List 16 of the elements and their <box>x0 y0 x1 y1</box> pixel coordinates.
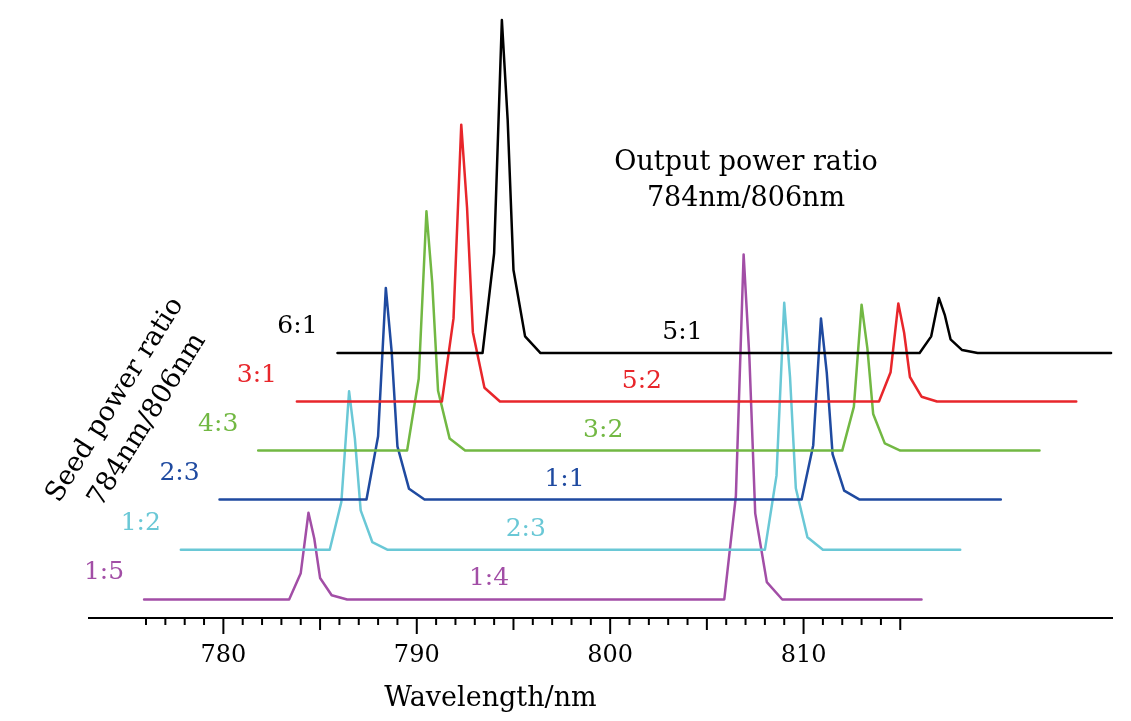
annotation: 3:2 <box>583 413 624 443</box>
x-tick-label: 780 <box>200 640 247 668</box>
x-tick-label: 800 <box>587 640 634 668</box>
x-tick-label: 790 <box>393 640 440 668</box>
series-label: 1:5 <box>83 556 125 586</box>
annotation: 1:4 <box>468 562 510 592</box>
annotation: 5:1 <box>662 316 703 346</box>
x-tick-label: 810 <box>780 640 827 668</box>
series-label: 1:2 <box>120 506 161 536</box>
annotation: 5:2 <box>621 364 662 394</box>
annotation: 2:3 <box>505 512 546 542</box>
series-label: 6:1 <box>277 310 318 340</box>
annotation: Output power ratio 784nm/806nm <box>614 145 878 212</box>
annotation: 1:1 <box>544 462 585 492</box>
series-label: 3:1 <box>236 358 277 388</box>
x-axis-title: Wavelength/nm <box>384 681 597 712</box>
